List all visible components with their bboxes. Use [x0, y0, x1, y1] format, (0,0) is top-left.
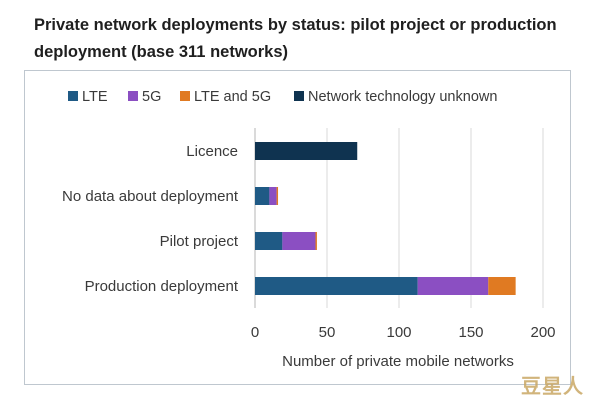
legend-label: Network technology unknown: [308, 89, 497, 105]
legend-swatch: [180, 91, 190, 101]
watermark-logo: 豆星人: [521, 374, 584, 398]
bar-segment: [255, 232, 283, 250]
category-label: Production deployment: [85, 278, 239, 295]
category-label: Pilot project: [160, 233, 239, 250]
x-tick-label: 200: [530, 324, 555, 341]
bar-segment: [269, 187, 277, 205]
legend-label: LTE: [82, 89, 108, 105]
chart-title: Private network deployments by status: p…: [34, 16, 557, 61]
bar-segment: [276, 187, 279, 205]
legend-label: 5G: [142, 89, 161, 105]
chart-frame: [24, 70, 571, 385]
x-tick-label: 150: [458, 324, 483, 341]
bar-segment: [488, 277, 516, 295]
category-label: Licence: [186, 143, 238, 160]
x-axis-title: Number of private mobile networks: [282, 353, 514, 370]
legend-swatch: [128, 91, 138, 101]
category-label: No data about deployment: [62, 188, 239, 205]
x-tick-labels: 0 50 100 150 200: [251, 324, 556, 341]
bars: [255, 142, 516, 295]
legend: LTE 5G LTE and 5G Network technology unknow…: [68, 89, 497, 105]
x-tick-label: 0: [251, 324, 259, 341]
legend-swatch: [68, 91, 78, 101]
x-tick-label: 100: [386, 324, 411, 341]
category-labels: Licence No data about deployment Pilot pro…: [62, 143, 239, 295]
bar-segment: [255, 277, 418, 295]
bar-segment: [255, 187, 270, 205]
legend-label: LTE and 5G: [194, 89, 271, 105]
legend-swatch: [294, 91, 304, 101]
bar-segment: [417, 277, 489, 295]
x-tick-label: 50: [319, 324, 336, 341]
bar-segment: [255, 142, 358, 160]
bar-segment: [315, 232, 317, 250]
bar-segment: [282, 232, 316, 250]
